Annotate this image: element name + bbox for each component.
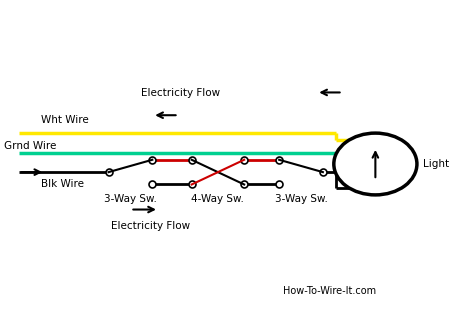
- Text: How-To-Wire-It.com: How-To-Wire-It.com: [283, 286, 376, 296]
- Text: Blk Wire: Blk Wire: [41, 179, 84, 189]
- Text: Electricity Flow: Electricity Flow: [141, 88, 220, 98]
- Text: Grnd Wire: Grnd Wire: [4, 141, 56, 151]
- Text: 3-Way Sw.: 3-Way Sw.: [104, 195, 157, 204]
- Text: 3-Way Sw.: 3-Way Sw.: [275, 195, 327, 204]
- Circle shape: [334, 133, 417, 195]
- Text: 4-Way Sw.: 4-Way Sw.: [192, 195, 244, 204]
- Text: Electricity Flow: Electricity Flow: [110, 221, 190, 231]
- Text: Light: Light: [424, 159, 449, 169]
- Text: Wht Wire: Wht Wire: [41, 115, 89, 125]
